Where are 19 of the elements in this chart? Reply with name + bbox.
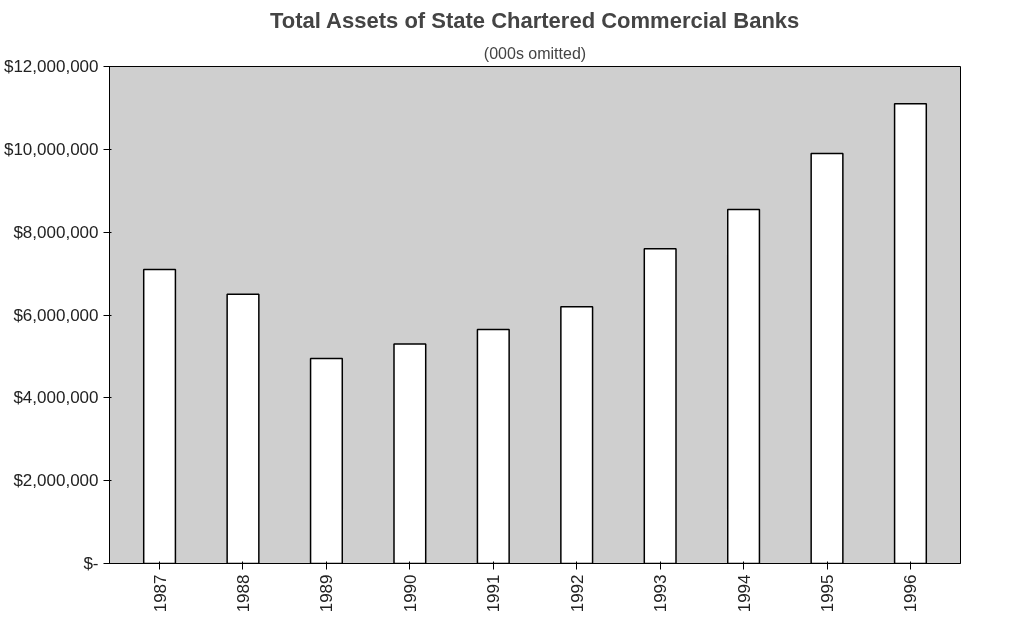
x-tick-label: 1989 xyxy=(317,574,337,613)
x-tick-label: 1995 xyxy=(818,574,838,613)
x-tick-label: 1993 xyxy=(651,574,671,613)
y-tick-label: $10,000,000 xyxy=(3,139,99,159)
y-tick-label: $2,000,000 xyxy=(13,471,99,491)
y-tick-label: $6,000,000 xyxy=(13,305,99,325)
x-tick-label: 1996 xyxy=(901,574,921,613)
y-tick-label: $4,000,000 xyxy=(13,388,99,408)
chart-title: Total Assets of State Chartered Commercial Banks xyxy=(269,7,800,33)
y-tick-label: $8,000,000 xyxy=(13,222,99,242)
x-tick-label: 1992 xyxy=(567,574,587,613)
x-tick-label: 1994 xyxy=(734,574,754,613)
y-tick-label: $- xyxy=(83,554,99,573)
x-tick-label: 1990 xyxy=(400,574,420,613)
x-tick-label: 1988 xyxy=(233,574,253,613)
x-tick-label: 1987 xyxy=(150,574,170,613)
chart-subtitle: (000s omitted) xyxy=(483,44,587,62)
y-tick-label: $12,000,000 xyxy=(3,57,99,76)
x-tick-label: 1991 xyxy=(484,574,504,613)
